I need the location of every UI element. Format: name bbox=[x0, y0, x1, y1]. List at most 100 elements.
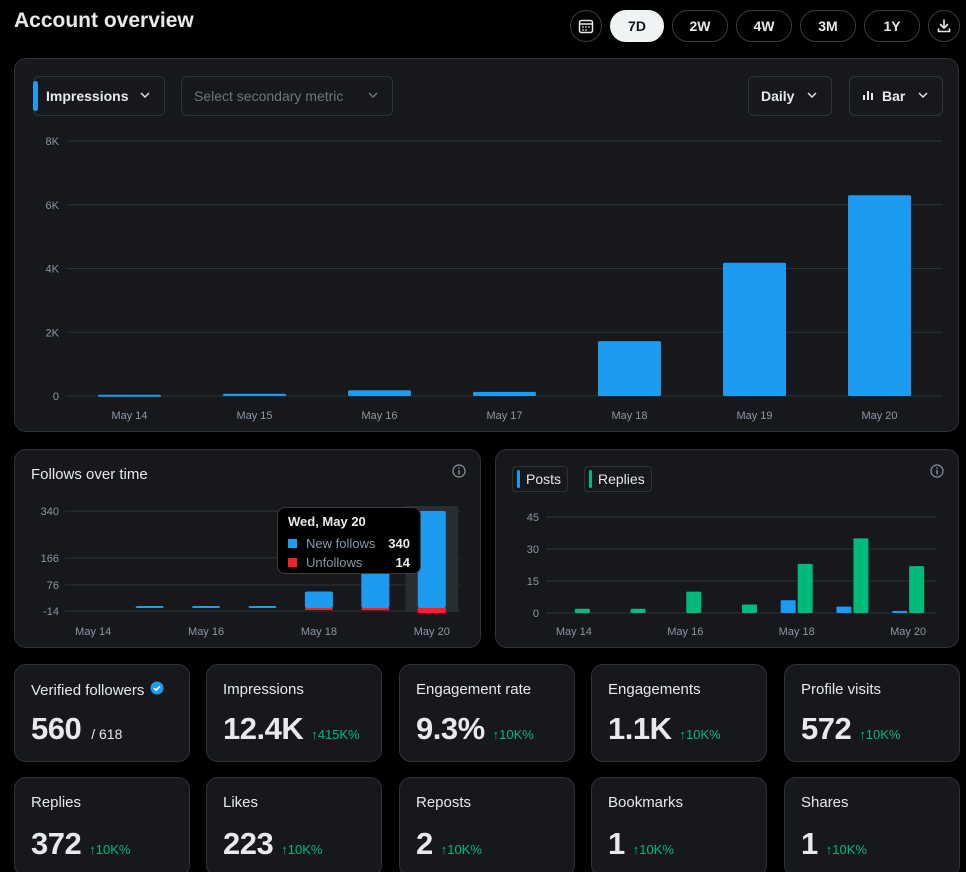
chart-type-label: Bar bbox=[882, 88, 906, 104]
metric-color-indicator bbox=[33, 81, 38, 111]
y-tick-label: -14 bbox=[43, 606, 59, 618]
date-range-bar: 7D 2W 4W 3M 1Y bbox=[570, 10, 960, 42]
posts-color-bar bbox=[517, 470, 520, 488]
stat-shares[interactable]: Shares 1 ↑10K% bbox=[784, 777, 960, 872]
stat-verified-followers[interactable]: Verified followers 560 / 618 bbox=[14, 664, 190, 762]
stat-delta: ↑10K% bbox=[89, 842, 131, 857]
tooltip-new-label: New follows bbox=[306, 536, 376, 551]
calendar-icon bbox=[578, 19, 594, 34]
stat-likes[interactable]: Likes 223 ↑10K% bbox=[206, 777, 382, 872]
x-tick-label: May 18 bbox=[301, 626, 337, 638]
unfollows-swatch bbox=[288, 558, 297, 567]
stat-engagement-rate[interactable]: Engagement rate 9.3% ↑10K% bbox=[399, 664, 575, 762]
bar-posts bbox=[836, 606, 852, 613]
stat-bookmarks[interactable]: Bookmarks 1 ↑10K% bbox=[591, 777, 767, 872]
stat-delta: ↑10K% bbox=[440, 842, 482, 857]
bar-posts bbox=[892, 610, 908, 613]
bar-replies bbox=[853, 538, 869, 613]
stat-delta: ↑415K% bbox=[311, 727, 360, 742]
bar bbox=[848, 195, 911, 396]
bar-new-follows bbox=[135, 606, 164, 608]
bar-unfollows bbox=[417, 608, 446, 613]
range-3m-button[interactable]: 3M bbox=[800, 10, 856, 42]
tooltip-row-unfollows: Unfollows 14 bbox=[288, 553, 410, 572]
calendar-button[interactable] bbox=[570, 10, 602, 42]
legend-posts-label: Posts bbox=[526, 471, 562, 487]
stat-delta: ↑10K% bbox=[859, 727, 901, 742]
tooltip-unf-label: Unfollows bbox=[306, 555, 363, 570]
stat-reposts[interactable]: Reposts 2 ↑10K% bbox=[399, 777, 575, 872]
x-tick-label: May 14 bbox=[556, 626, 592, 638]
y-tick-label: 2K bbox=[46, 327, 60, 339]
y-tick-label: 4K bbox=[46, 264, 60, 276]
stat-engagements[interactable]: Engagements 1.1K ↑10K% bbox=[591, 664, 767, 762]
posts-replies-card: Posts Replies 45 30 15 0 May 14 May 16 May 18 M… bbox=[495, 449, 959, 648]
y-tick-label: 0 bbox=[533, 608, 539, 620]
y-tick-label: 30 bbox=[527, 544, 539, 556]
bar-replies bbox=[909, 566, 925, 613]
stat-label: Replies bbox=[31, 794, 82, 811]
replies-color-bar bbox=[589, 470, 592, 488]
bar bbox=[598, 341, 661, 396]
chevron-down-icon bbox=[138, 88, 152, 105]
bar bbox=[473, 391, 536, 396]
download-button[interactable] bbox=[928, 10, 960, 42]
page-title: Account overview bbox=[14, 9, 194, 32]
x-tick-label: May 19 bbox=[736, 410, 772, 422]
stat-value: 1.1K bbox=[608, 711, 672, 746]
bar-new-follows bbox=[417, 511, 446, 608]
x-tick-label: May 18 bbox=[611, 410, 647, 422]
range-4w-button[interactable]: 4W bbox=[736, 10, 792, 42]
y-tick-label: 340 bbox=[41, 506, 59, 518]
stat-impressions[interactable]: Impressions 12.4K ↑415K% bbox=[206, 664, 382, 762]
stat-delta: ↑10K% bbox=[281, 842, 323, 857]
info-icon[interactable] bbox=[930, 464, 944, 483]
stat-label: Impressions bbox=[223, 681, 304, 698]
chevron-down-icon bbox=[805, 88, 819, 105]
stat-label: Bookmarks bbox=[608, 794, 684, 811]
stat-replies[interactable]: Replies 372 ↑10K% bbox=[14, 777, 190, 872]
stat-value: 12.4K bbox=[223, 711, 304, 746]
stat-label: Engagements bbox=[608, 681, 701, 698]
x-tick-label: May 14 bbox=[111, 410, 147, 422]
primary-metric-select[interactable]: Impressions bbox=[33, 76, 165, 116]
impressions-chart-card: Impressions Select secondary metric Dail… bbox=[14, 58, 959, 432]
impressions-bar-chart: 0 2K 4K 6K 8K May 14 May 15 May 16 May 17 May 18 M… bbox=[46, 136, 942, 422]
stat-delta: ↑10K% bbox=[825, 842, 867, 857]
interval-label: Daily bbox=[761, 88, 795, 104]
tooltip-unf-value: 14 bbox=[395, 555, 410, 570]
stat-delta: ↑10K% bbox=[632, 842, 674, 857]
y-tick-label: 6K bbox=[46, 200, 60, 212]
legend-replies[interactable]: Replies bbox=[584, 466, 652, 492]
x-tick-label: May 18 bbox=[779, 626, 815, 638]
secondary-metric-placeholder: Select secondary metric bbox=[194, 88, 344, 104]
bar-new-follows bbox=[304, 591, 333, 608]
primary-metric-label: Impressions bbox=[46, 88, 129, 104]
download-icon bbox=[937, 19, 951, 33]
bar-unfollows bbox=[304, 608, 333, 610]
chevron-down-icon bbox=[916, 88, 930, 105]
stat-profile-visits[interactable]: Profile visits 572 ↑10K% bbox=[784, 664, 960, 762]
chevron-down-icon bbox=[366, 88, 380, 105]
range-7d-button[interactable]: 7D bbox=[610, 10, 664, 42]
bar-chart-icon bbox=[862, 88, 874, 104]
stat-value: 372 bbox=[31, 826, 82, 861]
y-tick-label: 0 bbox=[53, 391, 59, 403]
stat-label: Shares bbox=[801, 794, 849, 811]
follows-tooltip: Wed, May 20 New follows 340 Unfollows 14 bbox=[277, 507, 421, 574]
x-tick-label: May 20 bbox=[890, 626, 926, 638]
bar-unfollows bbox=[361, 608, 390, 611]
secondary-metric-select[interactable]: Select secondary metric bbox=[181, 76, 393, 116]
info-icon[interactable] bbox=[452, 464, 466, 483]
chart-type-select[interactable]: Bar bbox=[849, 76, 943, 116]
legend-posts[interactable]: Posts bbox=[512, 466, 569, 492]
interval-select[interactable]: Daily bbox=[748, 76, 832, 116]
range-2w-button[interactable]: 2W bbox=[672, 10, 728, 42]
x-tick-label: May 16 bbox=[667, 626, 703, 638]
new-follows-swatch bbox=[288, 539, 297, 548]
stat-delta: ↑10K% bbox=[492, 727, 534, 742]
bar bbox=[723, 262, 786, 396]
stat-value: 9.3% bbox=[416, 711, 485, 746]
stat-value: 223 bbox=[223, 826, 274, 861]
range-1y-button[interactable]: 1Y bbox=[864, 10, 920, 42]
